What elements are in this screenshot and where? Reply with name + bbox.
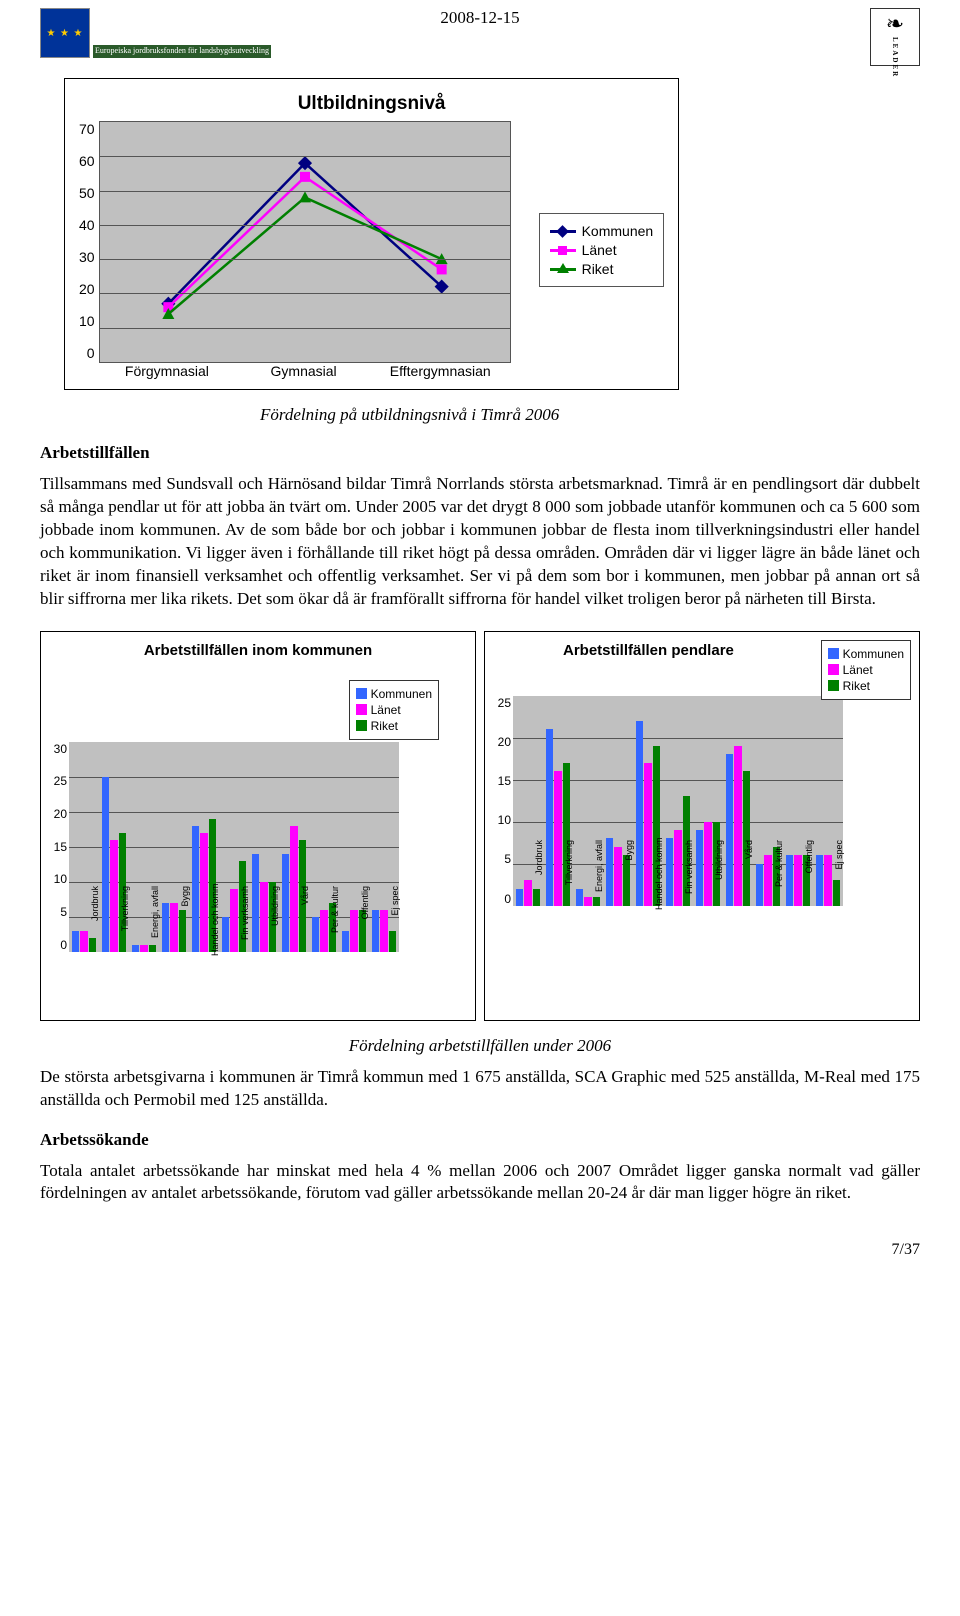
eu-logo: ★ ★ ★ Europeiska jordbruksfonden för lan… <box>40 8 271 58</box>
section-jobseekers-heading: Arbetssökande <box>40 1130 920 1150</box>
chart1-caption: Fördelning på utbildningsnivå i Timrå 20… <box>260 405 920 425</box>
section-jobs-heading: Arbetstillfällen <box>40 443 920 463</box>
header-date: 2008-12-15 <box>440 8 519 28</box>
chart1-plot <box>99 121 511 363</box>
bars-a-title: Arbetstillfällen inom kommunen <box>49 642 467 659</box>
bars-commuters-chart: Arbetstillfällen pendlare 2520151050Jord… <box>484 631 920 1021</box>
employers-paragraph: De största arbetsgivarna i kommunen är T… <box>40 1066 920 1112</box>
education-level-chart: Ultbildningsnivå 706050403020100 Förgymn… <box>64 78 679 390</box>
bars-b-title: Arbetstillfällen pendlare <box>563 642 734 659</box>
eu-caption: Europeiska jordbruksfonden för landsbygd… <box>93 45 271 58</box>
chart1-legend: Kommunen Länet Riket <box>539 213 665 287</box>
chart1-title: Ultbildningsnivå <box>79 93 664 115</box>
chart1-x-axis: FörgymnasialGymnasialEfftergymnasian <box>99 363 509 379</box>
chart1-y-axis: 706050403020100 <box>79 121 99 361</box>
bars-inside-municipality-chart: Arbetstillfällen inom kommunen 302520151… <box>40 631 476 1021</box>
leader-leaf-icon: ❧ <box>886 11 904 37</box>
section-jobs-body: Tillsammans med Sundsvall och Härnösand … <box>40 473 920 611</box>
section-jobseekers-body: Totala antalet arbetssökande har minskat… <box>40 1160 920 1206</box>
dual-chart-caption: Fördelning arbetstillfällen under 2006 <box>40 1036 920 1056</box>
leader-logo: ❧ LEADER <box>870 8 920 66</box>
eu-stars-icon: ★ ★ ★ <box>47 28 84 39</box>
page-number: 7/37 <box>40 1241 920 1259</box>
